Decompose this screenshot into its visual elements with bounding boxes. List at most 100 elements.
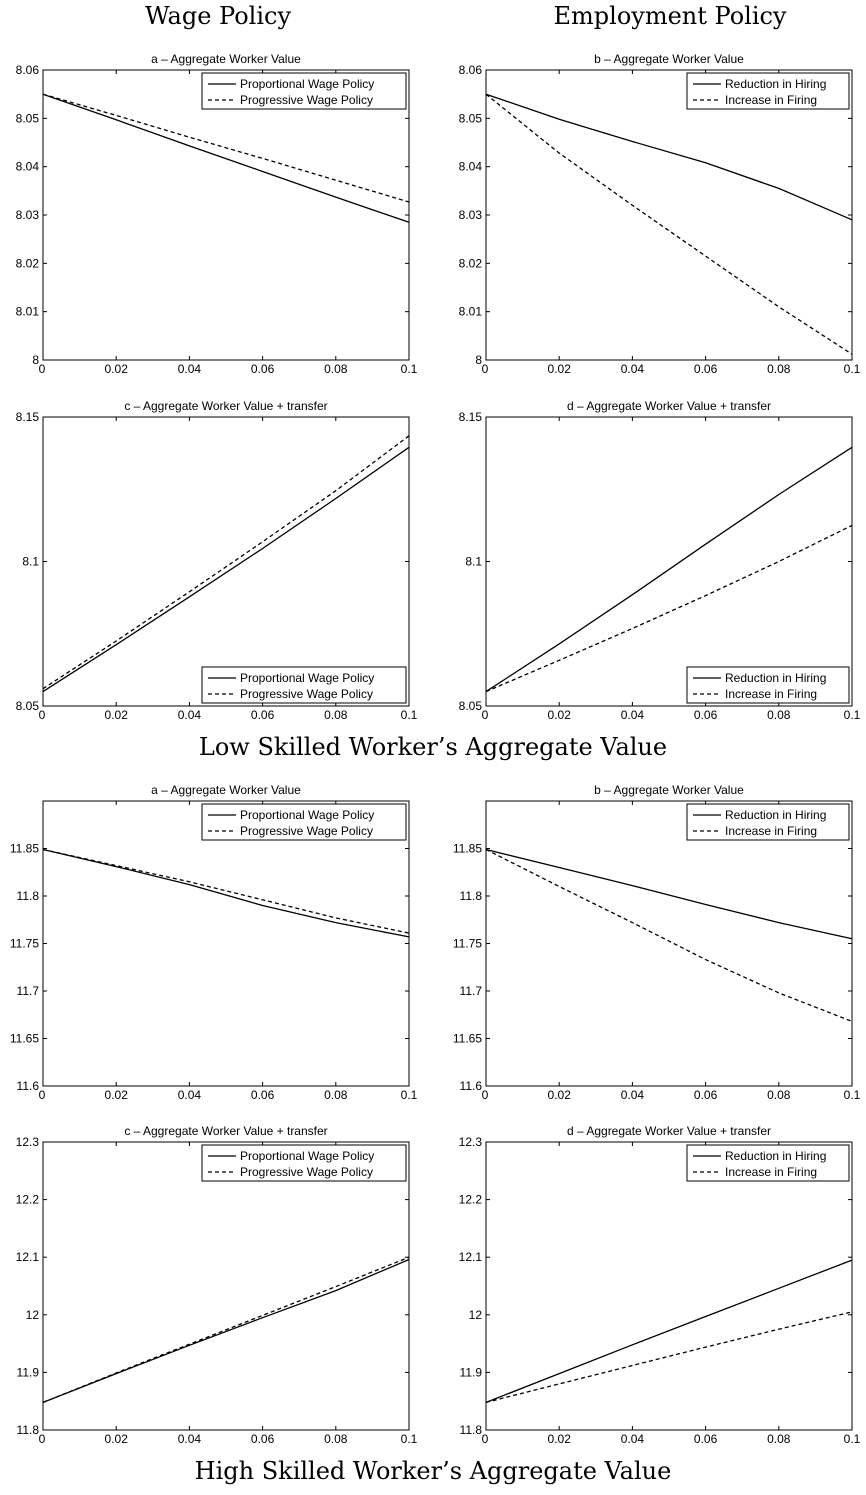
plot-frame [42,800,410,1087]
x-tick-label: 0.04 [621,362,645,376]
x-tick-label: 0.02 [105,1088,129,1102]
x-tick-label: 0.1 [844,1432,861,1446]
legend-box [686,1144,850,1182]
y-tick-label: 12.2 [16,1193,40,1207]
y-tick-label: 8.05 [16,111,40,125]
x-tick-label: 0.02 [548,362,572,376]
x-tick-label: 0.04 [621,1432,645,1446]
y-tick-label: 8 [32,353,39,367]
series-line-1 [42,848,410,938]
chart-title: c – Aggregate Worker Value + transfer [124,399,327,413]
chart-title: b – Aggregate Worker Value [594,52,744,66]
series-line-1 [485,93,853,221]
series-line-2 [485,1311,853,1404]
legend-label: Increase in Firing [725,93,817,107]
y-tick-label: 8.06 [459,63,483,77]
x-tick-label: 0.1 [401,362,418,376]
column-header-wage-policy: Wage Policy [144,2,292,30]
legend: Proportional Wage Policy Progressive Wage… [201,803,407,841]
x-tick-label: 0.02 [105,708,129,722]
legend-label: Reduction in Hiring [725,1149,826,1163]
plot-frame [42,416,410,707]
chart-high-b: b – Aggregate Worker Value 0 0.02 0.04 0.06 0… [453,783,861,1102]
y-tick-label: 11.65 [453,1032,482,1046]
legend-label: Progressive Wage Policy [240,1165,373,1179]
series-line-2 [485,524,853,693]
y-tick-label: 11.8 [17,889,40,903]
plot-frame [42,1141,410,1431]
y-tick-label: 12.1 [16,1250,40,1264]
chart-title: a – Aggregate Worker Value [151,783,301,797]
legend-label: Increase in Firing [725,824,817,838]
legend: Reduction in Hiring Increase in Firing [686,803,850,841]
x-tick-label: 0.08 [767,362,791,376]
chart-high-d: d – Aggregate Worker Value + transfer 0 0.… [459,1124,861,1446]
series-line-2 [42,1256,410,1404]
x-tick-label: 0.06 [694,1088,718,1102]
legend: Proportional Wage Policy Progressive Wage… [201,72,407,110]
legend-label: Proportional Wage Policy [240,77,374,91]
legend-box [201,72,407,110]
legend-box [201,666,407,704]
series-line-1 [485,1259,853,1404]
legend: Reduction in Hiring Increase in Firing [686,666,850,704]
y-tick-label: 11.7 [460,984,483,998]
legend-box [686,666,850,704]
y-tick-label: 8.06 [16,63,40,77]
x-tick-label: 0.08 [324,708,348,722]
series-line-1 [485,848,853,940]
legend-box [686,803,850,841]
y-tick-label: 12.1 [459,1250,483,1264]
series-line-1 [42,446,410,693]
chart-low-d: d – Aggregate Worker Value + transfer 0 0.… [459,399,861,722]
section-title-low-skilled: Low Skilled Worker’s Aggregate Value [198,733,668,761]
legend: Proportional Wage Policy Progressive Wage… [201,666,407,704]
legend: Proportional Wage Policy Progressive Wage… [201,1144,407,1182]
legend-label: Progressive Wage Policy [240,93,373,107]
x-tick-label: 0.08 [767,708,791,722]
x-tick-label: 0.02 [105,1432,129,1446]
y-tick-label: 8.15 [16,410,40,424]
chart-low-a: a – Aggregate Worker Value 0 0.02 0.04 0.06 0… [16,52,418,376]
y-tick-label: 12 [469,1308,483,1322]
x-tick-label: 0.1 [401,1088,418,1102]
series-line-1 [485,446,853,693]
y-tick-label: 12.2 [459,1193,483,1207]
legend-label: Reduction in Hiring [725,671,826,685]
x-tick-label: 0.04 [178,1432,202,1446]
x-tick-label: 0 [39,1432,46,1446]
x-tick-label: 0 [39,708,46,722]
y-tick-label: 8.05 [459,699,483,713]
x-tick-label: 0.04 [178,362,202,376]
legend-box [201,803,407,841]
y-tick-label: 11.65 [10,1032,39,1046]
plot-frame [485,800,853,1087]
series-line-2 [42,435,410,690]
y-tick-label: 8.04 [459,160,483,174]
y-tick-label: 8 [475,353,482,367]
x-tick-label: 0.08 [324,1088,348,1102]
y-tick-label: 11.6 [17,1079,40,1093]
y-tick-label: 12.3 [16,1135,40,1149]
legend-box [686,72,850,110]
y-tick-label: 11.8 [460,1423,483,1437]
series-line-2 [42,848,410,934]
y-tick-label: 11.7 [17,984,40,998]
x-tick-label: 0.1 [844,362,861,376]
y-tick-label: 11.9 [17,1365,40,1379]
y-tick-label: 8.05 [459,111,483,125]
y-tick-label: 8.02 [16,256,40,270]
column-header-employment-policy: Employment Policy [553,2,787,30]
y-tick-label: 8.03 [16,208,40,222]
y-tick-label: 11.75 [453,937,482,951]
chart-high-c: c – Aggregate Worker Value + transfer 0 0.… [16,1124,418,1446]
x-tick-label: 0 [482,708,489,722]
x-tick-label: 0.08 [767,1432,791,1446]
y-tick-label: 8.04 [16,160,40,174]
x-tick-label: 0.04 [621,1088,645,1102]
x-tick-label: 0 [482,1088,489,1102]
x-tick-label: 0 [482,1432,489,1446]
plot-frame [485,1141,853,1431]
legend: Reduction in Hiring Increase in Firing [686,72,850,110]
